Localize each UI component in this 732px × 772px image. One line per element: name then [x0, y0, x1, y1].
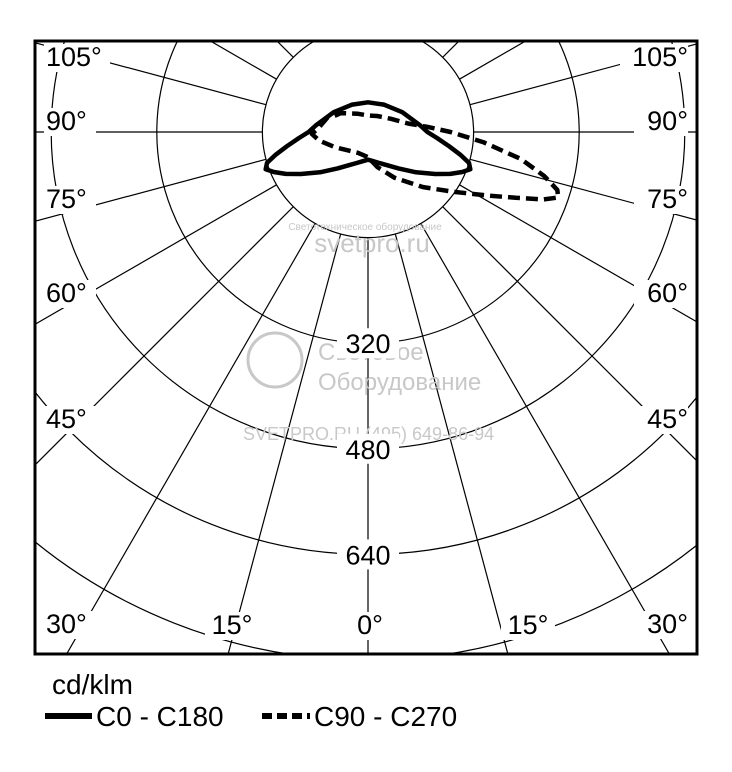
curves — [263, 100, 561, 202]
plot-frame — [33, 39, 699, 656]
series-curve-c90-c270 — [309, 110, 561, 202]
grid-spoke — [197, 0, 340, 30]
angle-label-right: 90° — [647, 106, 688, 136]
angle-label-left: 45° — [46, 404, 87, 434]
angle-label-right: 105° — [632, 42, 688, 72]
angle-label-bg — [44, 44, 110, 72]
angle-label-bg — [44, 186, 96, 214]
grid-spoke — [394, 233, 509, 654]
labels: 320 480 640 105° 90° 75° 60° 45° 30° 105° 90° 75° 60… — [44, 42, 688, 640]
angle-label-bg — [343, 612, 397, 640]
angle-label-bg — [634, 186, 688, 214]
angle-label-right: 75° — [647, 184, 688, 214]
angle-label-bottom: 15° — [212, 610, 253, 640]
angle-label-bottom: 0° — [357, 610, 383, 640]
grid-spoke — [469, 43, 697, 106]
grid-spoke — [395, 0, 538, 30]
watermark-top-small: Светотехническое оборудование — [288, 221, 442, 233]
watermark: Светотехническое оборудование svetpro.ru… — [243, 221, 494, 444]
angle-label-bottom: 15° — [508, 610, 549, 640]
grid-spoke — [459, 184, 697, 323]
radial-tick-label: 480 — [345, 435, 390, 465]
angle-label-left: 75° — [46, 184, 87, 214]
watermark-logo-circle — [246, 331, 304, 389]
grid-spoke — [276, 41, 294, 58]
angle-label-bg — [634, 280, 688, 308]
grid-spoke — [35, 158, 267, 222]
unit-label: cd/klm — [52, 669, 133, 700]
angle-label-left: 90° — [46, 106, 87, 136]
radial-label-bg — [337, 433, 399, 464]
radial-tick-label: 640 — [345, 540, 390, 570]
angle-label-bg — [44, 108, 96, 136]
grid-spoke — [421, 0, 698, 41]
legend-label-c0: C0 - C180 — [96, 701, 224, 732]
radial-label-bg — [337, 539, 399, 570]
grid-spoke — [35, 42, 267, 106]
angle-label-bg — [44, 280, 96, 308]
angle-label-bg — [44, 406, 96, 434]
grid-spoke — [227, 233, 342, 654]
grid-circle — [35, 390, 697, 555]
watermark-top-big: svetpro.ru — [314, 228, 430, 258]
grid-spoke — [469, 158, 697, 221]
watermark-line2: Оборудование — [318, 369, 481, 396]
angle-label-left: 105° — [46, 42, 102, 72]
angle-label-right: 45° — [647, 404, 688, 434]
radial-label-bg — [337, 328, 399, 359]
angle-label-bg — [634, 611, 688, 639]
grid-spoke — [442, 41, 460, 58]
angle-label-bg — [44, 611, 96, 639]
angle-label-bg — [634, 406, 688, 434]
angle-label-left: 30° — [46, 609, 87, 639]
grid-spoke — [442, 206, 697, 462]
grid-spoke — [38, 0, 315, 41]
series-curve-c0-c180 — [263, 100, 473, 177]
angle-label-right: 60° — [647, 278, 688, 308]
angle-label-left: 60° — [46, 278, 87, 308]
angle-label-bg — [634, 108, 688, 136]
grid-spoke — [35, 206, 294, 466]
angle-label-bg — [205, 612, 259, 640]
angle-label-right: 30° — [647, 609, 688, 639]
grid-spoke — [35, 184, 277, 325]
legend: cd/klm C0 - C180 C90 - C270 — [45, 669, 457, 732]
angle-label-bg — [501, 612, 555, 640]
radial-tick-label: 320 — [345, 329, 390, 359]
legend-label-c90: C90 - C270 — [314, 701, 457, 732]
angle-label-bg — [620, 44, 688, 72]
